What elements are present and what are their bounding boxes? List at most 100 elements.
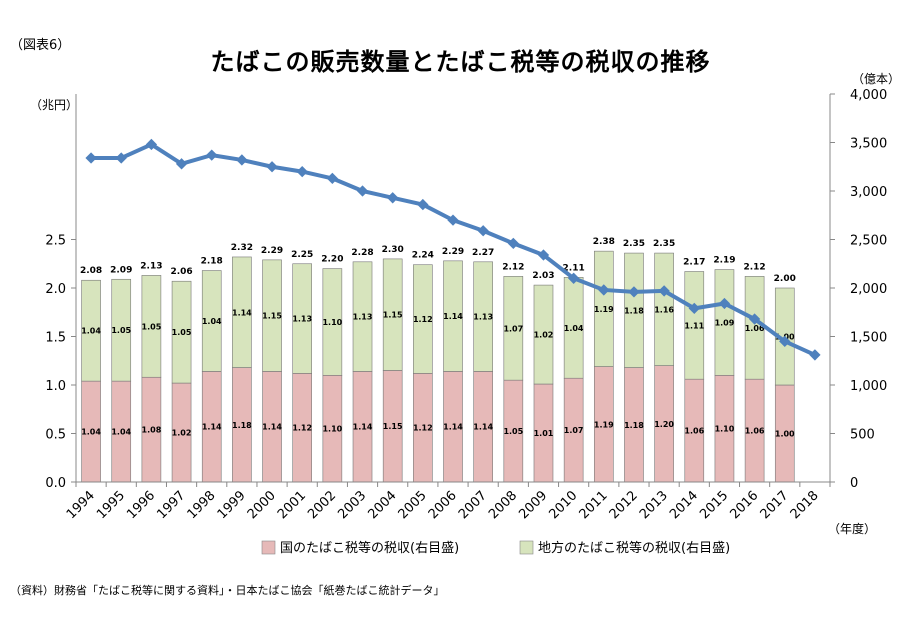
bar-local — [503, 276, 524, 381]
x-tick-label: 1998 — [185, 488, 219, 522]
bar-local — [232, 256, 252, 368]
x-tick-label: 2003 — [335, 488, 369, 522]
line-point-sales — [718, 297, 731, 310]
left-tick-label: 1.0 — [45, 379, 66, 394]
data-label-total: 2.30 — [382, 245, 404, 255]
x-tick-label: 2002 — [305, 488, 339, 522]
right-tick-label: 1,000 — [850, 379, 887, 394]
data-label-local: 1.19 — [594, 305, 614, 314]
x-tick-label: 2007 — [456, 488, 490, 522]
line-point-sales — [206, 149, 218, 161]
data-label-local: 1.04 — [81, 327, 101, 336]
data-label-local: 1.07 — [503, 324, 523, 333]
x-axis-unit: （年度） — [828, 522, 877, 536]
line-point-sales — [748, 313, 761, 325]
data-label-national: 1.04 — [111, 428, 131, 437]
data-label-total: 2.11 — [563, 263, 585, 273]
line-point-sales — [85, 152, 97, 164]
figure-label: （図表6） — [10, 38, 71, 53]
left-tick-label: 2.5 — [45, 234, 66, 249]
data-label-total: 2.25 — [291, 250, 313, 260]
data-label-local: 1.14 — [232, 308, 252, 317]
data-label-local: 1.13 — [292, 315, 312, 324]
x-tick-label: 2001 — [275, 488, 309, 522]
line-point-sales — [567, 272, 580, 284]
line-point-sales — [688, 302, 700, 315]
source-note: （資料）財務省「たばこ税等に関する資料」・日本たばこ協会「紙巻たばこ統計データ」 — [10, 584, 445, 597]
data-label-national: 1.01 — [534, 429, 554, 438]
data-label-local: 1.05 — [111, 326, 131, 335]
data-label-national: 1.04 — [81, 428, 101, 437]
data-label-national: 1.06 — [684, 427, 704, 436]
line-point-sales — [175, 158, 188, 170]
data-label-local: 1.12 — [413, 315, 433, 324]
data-label-total: 2.00 — [774, 274, 796, 284]
x-tick-label: 2012 — [607, 488, 641, 522]
bar-local — [292, 263, 313, 374]
data-label-total: 2.27 — [472, 248, 494, 258]
data-label-national: 1.02 — [172, 429, 192, 438]
line-point-sales — [387, 192, 399, 204]
x-tick-label: 2014 — [667, 488, 701, 522]
line-point-sales — [477, 225, 489, 237]
right-tick-label: 2,500 — [850, 234, 887, 249]
line-point-sales — [326, 172, 339, 185]
line-point-sales — [266, 161, 278, 173]
x-tick-label: 2011 — [577, 488, 611, 522]
chart-title: たばこの販売数量とたばこ税等の税収の推移 — [210, 48, 711, 76]
bar-local — [171, 280, 192, 384]
data-label-total: 2.20 — [321, 255, 343, 265]
left-tick-label: 1.5 — [45, 331, 66, 346]
right-tick-label: 500 — [850, 428, 875, 443]
line-point-sales — [417, 198, 429, 211]
data-label-local: 1.15 — [262, 312, 282, 321]
x-tick-label: 2017 — [758, 488, 792, 522]
x-tick-label: 1999 — [215, 488, 249, 522]
left-tick-label: 0.0 — [45, 476, 66, 491]
line-point-sales — [296, 165, 308, 178]
data-label-national: 1.07 — [564, 426, 584, 435]
data-label-total: 2.18 — [201, 257, 223, 267]
data-label-national: 1.14 — [473, 423, 493, 432]
x-tick-label: 1997 — [154, 488, 188, 522]
x-tick-label: 1994 — [64, 488, 98, 522]
bar-local — [533, 284, 554, 385]
x-tick-label: 2016 — [727, 488, 761, 522]
data-label-local: 1.05 — [142, 322, 162, 331]
line-point-sales — [145, 138, 158, 151]
bar-local — [684, 271, 705, 380]
data-label-local: 1.04 — [564, 324, 584, 333]
bar-local — [141, 275, 162, 378]
line-point-sales — [779, 335, 791, 348]
data-label-local: 1.15 — [383, 311, 403, 320]
data-label-local: 1.06 — [745, 324, 765, 333]
line-point-sales — [598, 284, 610, 296]
bar-local — [413, 264, 433, 374]
data-label-total: 2.29 — [261, 246, 283, 256]
bar-local — [111, 278, 132, 382]
data-label-national: 1.20 — [654, 420, 674, 429]
data-label-total: 2.35 — [623, 239, 645, 249]
data-label-national: 1.12 — [292, 424, 312, 433]
line-point-sales — [356, 185, 369, 197]
bar-local — [593, 250, 614, 367]
left-tick-label: 2.0 — [45, 282, 66, 297]
data-label-national: 1.10 — [322, 425, 342, 434]
bar-layer: 1.04 1.04 2.08 1.04 1.05 2.09 1.08 1.05 2.13 1.02… — [80, 237, 796, 483]
x-tick-label: 1996 — [124, 488, 158, 522]
x-tick-label: 2013 — [637, 488, 671, 522]
data-label-total: 2.29 — [442, 247, 464, 257]
left-axis-unit: （兆円） — [30, 98, 79, 112]
bar-local — [382, 258, 403, 371]
data-label-national: 1.10 — [715, 425, 735, 434]
legend: 国のたばこ税等の税収(右目盛) 地方のたばこ税等の税収(右目盛) — [261, 540, 730, 556]
line-point-sales — [537, 249, 550, 261]
bar-local — [201, 270, 222, 372]
data-label-total: 2.13 — [140, 261, 162, 271]
right-tick-label: 3,000 — [850, 185, 887, 200]
data-label-national: 1.14 — [443, 423, 463, 432]
data-label-local: 1.16 — [654, 305, 674, 314]
data-label-total: 2.28 — [351, 248, 373, 258]
data-label-local: 1.18 — [624, 306, 644, 315]
